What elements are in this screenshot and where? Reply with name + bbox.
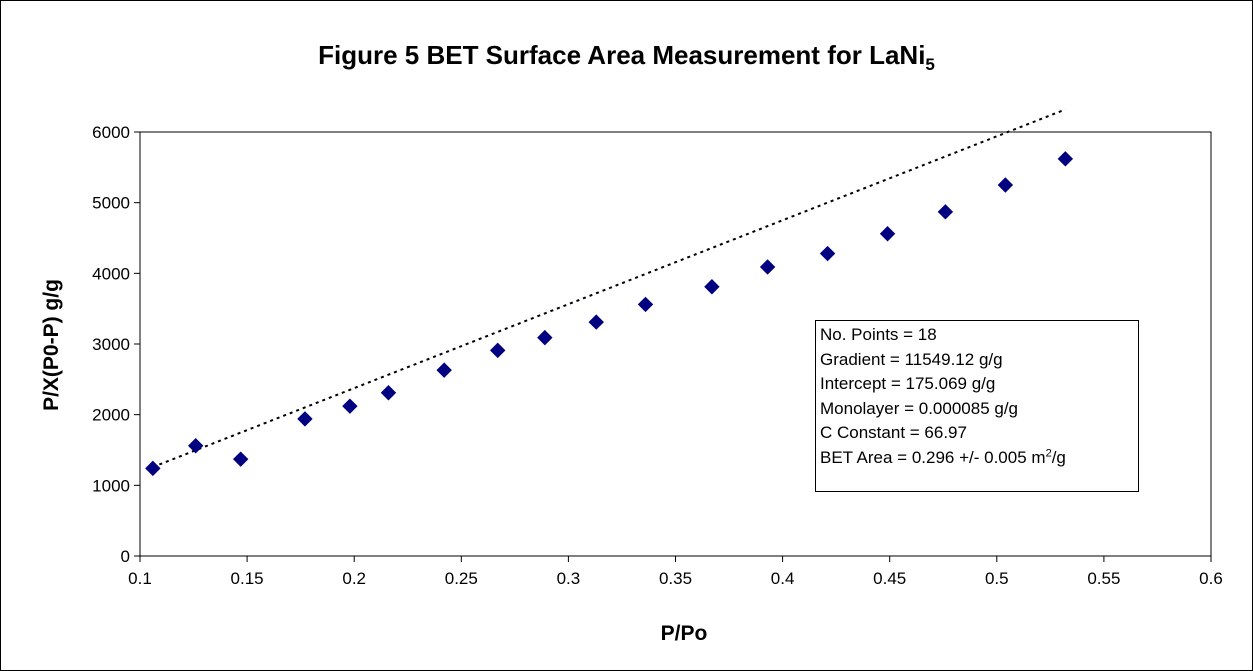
trendline bbox=[152, 108, 1066, 468]
x-tick-label: 0.3 bbox=[557, 569, 581, 588]
data-point bbox=[819, 245, 836, 262]
data-point bbox=[879, 226, 896, 242]
x-tick-label: 0.55 bbox=[1087, 569, 1120, 588]
data-point bbox=[145, 460, 161, 477]
regression-stats-box: No. Points = 18 Gradient = 11549.12 g/g … bbox=[815, 320, 1139, 492]
trendline-segment bbox=[152, 108, 1066, 468]
chart-title-subscript: 5 bbox=[925, 55, 935, 75]
data-point bbox=[1057, 151, 1074, 167]
chart-title: Figure 5 BET Surface Area Measurement fo… bbox=[0, 40, 1253, 75]
y-tick-label: 5000 bbox=[92, 194, 130, 213]
x-tick-label: 0.35 bbox=[659, 569, 692, 588]
y-tick-label: 0 bbox=[121, 547, 130, 566]
stat-bet-area-sup: 2 bbox=[1045, 446, 1052, 459]
chart-title-text: Figure 5 BET Surface Area Measurement fo… bbox=[318, 40, 926, 70]
axes bbox=[134, 131, 1212, 562]
x-axis-label: P/Po bbox=[661, 622, 708, 645]
stat-bet-area-suffix: /g bbox=[1051, 447, 1066, 467]
stat-c-constant: C Constant = 66.97 bbox=[820, 423, 967, 442]
x-tick-label: 0.1 bbox=[128, 569, 152, 588]
stat-bet-area-prefix: BET Area = 0.296 +/- 0.005 m bbox=[820, 447, 1046, 467]
y-tick-label: 4000 bbox=[92, 264, 130, 283]
x-tick-label: 0.5 bbox=[985, 569, 1009, 588]
y-tick-label: 3000 bbox=[92, 335, 130, 354]
data-points bbox=[145, 151, 1074, 477]
y-tick-labels: 0 1000 2000 3000 4000 5000 6000 bbox=[92, 123, 130, 566]
data-point bbox=[937, 204, 954, 220]
stat-no-points: No. Points = 18 bbox=[820, 325, 937, 344]
data-point bbox=[232, 451, 249, 467]
data-point bbox=[436, 362, 452, 378]
data-point bbox=[588, 314, 604, 330]
stat-intercept: Intercept = 175.069 g/g bbox=[820, 374, 996, 393]
x-tick-label: 0.45 bbox=[873, 569, 906, 588]
stat-monolayer: Monolayer = 0.000085 g/g bbox=[820, 398, 1019, 418]
data-point bbox=[759, 259, 776, 275]
x-tick-label: 0.25 bbox=[445, 569, 478, 588]
stat-bet-area: BET Area = 0.296 +/- 0.005 m2/g bbox=[820, 446, 1138, 471]
data-point bbox=[380, 385, 397, 401]
stat-gradient: Gradient = 11549.12 g/g bbox=[820, 349, 1003, 369]
y-tick-label: 6000 bbox=[92, 123, 130, 142]
x-tick-label: 0.6 bbox=[1199, 569, 1223, 588]
data-point bbox=[297, 411, 313, 427]
data-point bbox=[997, 177, 1014, 193]
y-axis-label: P/X(P0-P) g/g bbox=[40, 279, 63, 411]
x-tick-label: 0.15 bbox=[231, 569, 264, 588]
data-point bbox=[342, 398, 358, 414]
data-point bbox=[537, 329, 553, 346]
data-point bbox=[637, 296, 654, 313]
x-tick-label: 0.2 bbox=[342, 569, 366, 588]
y-tick-label: 2000 bbox=[92, 406, 130, 425]
data-point bbox=[490, 342, 506, 359]
x-tick-label: 0.4 bbox=[771, 569, 795, 588]
x-tick-labels: 0.1 0.15 0.2 0.25 0.3 0.35 0.4 0.45 0.5 0.55 0.6 bbox=[128, 569, 1223, 588]
data-point bbox=[704, 279, 720, 295]
y-tick-label: 1000 bbox=[92, 476, 130, 495]
data-point bbox=[187, 438, 204, 454]
